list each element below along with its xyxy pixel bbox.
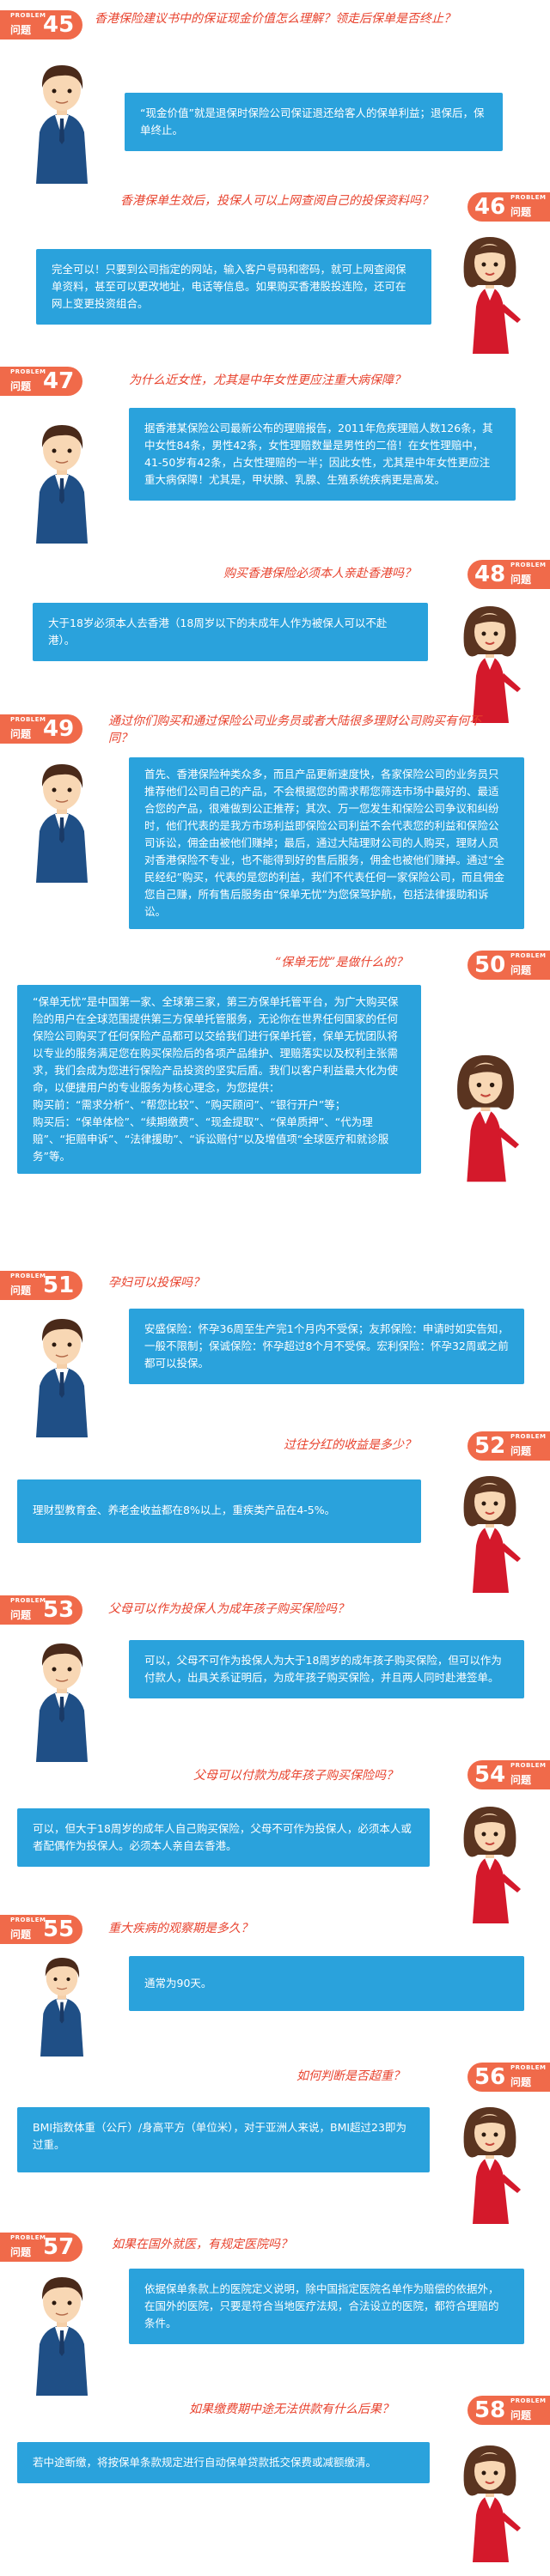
qa-section-56: 56 PROBLEM 问题 如何判断是否超重？ BMI指数体重（公斤）/身高平方… xyxy=(0,2061,550,2224)
businessman-illustration xyxy=(10,2267,113,2396)
problem-badge: 58 PROBLEM 问题 xyxy=(468,2396,550,2425)
problem-badge: PROBLEM 问题 55 xyxy=(0,1915,82,1944)
businessman-drawing xyxy=(36,764,88,883)
answer-box: 完全可以！只要到公司指定的网站，输入客户号码和密码，就可上网查阅保单资料，甚至可… xyxy=(36,249,431,325)
qa-section-49: PROBLEM 问题 49 通过你们购买和通过保险公司业务员或者大陆很多理财公司… xyxy=(0,713,550,970)
businessman-drawing xyxy=(40,1958,83,2057)
answer-box: 安盛保险：怀孕36周至生产完1个月内不受保；友邦保险：申请时如实告知，一般不限制… xyxy=(129,1309,524,1384)
qa-section-52: 52 PROBLEM 问题 过往分红的收益是多少？ 理财型教育金、养老金收益都在… xyxy=(0,1430,550,1593)
answer-box: 理财型教育金、养老金收益都在8%以上，重疾类产品在4-5%。 xyxy=(17,1479,421,1543)
question-text: 购买香港保险必须本人亲赴香港吗？ xyxy=(223,567,416,580)
businesswoman-illustration xyxy=(438,1464,541,1593)
answer-box: 若中途断缴，将按保单条款规定进行自动保单贷款抵交保费或减额缴清。 xyxy=(17,2442,430,2483)
problem-badge: 56 PROBLEM 问题 xyxy=(468,2063,550,2092)
businesswoman-drawing xyxy=(463,2445,521,2562)
businessman-illustration xyxy=(10,754,113,883)
question-text: 通过你们购买和通过保险公司业务员或者大陆很多理财公司购买有何不同？ xyxy=(108,714,481,745)
businesswoman-drawing xyxy=(463,237,521,354)
problem-badge: 52 PROBLEM 问题 xyxy=(468,1431,550,1461)
businessman-drawing xyxy=(36,1643,88,1762)
businesswoman-illustration xyxy=(438,2433,541,2562)
businessman-illustration xyxy=(10,415,113,544)
question-text: 孕妇可以投保吗？ xyxy=(108,1276,205,1290)
problem-badge: PROBLEM 问题 47 xyxy=(0,367,82,396)
qa-section-45: PROBLEM 问题 45 香港保险建议书中的保证现金价值怎么理解？领走后保单是… xyxy=(0,7,550,184)
question-text: 为什么近女性，尤其是中年女性更应注重大病保障？ xyxy=(129,374,406,387)
problem-badge: PROBLEM 问题 57 xyxy=(0,2233,82,2262)
problem-badge: 54 PROBLEM 问题 xyxy=(468,1760,550,1789)
businessman-illustration xyxy=(10,1309,113,1437)
answer-box: “现金价值”就是退保时保险公司保证退还给客人的保单利益；退保后，保单终止。 xyxy=(125,93,503,151)
answer-box: 通常为90天。 xyxy=(129,1956,524,2011)
businessman-drawing xyxy=(36,65,88,184)
businesswoman-drawing xyxy=(463,2107,521,2224)
question-text: 如果缴费期中途无法供款有什么后果？ xyxy=(189,2403,394,2416)
qa-section-53: PROBLEM 问题 53 父母可以作为投保人为成年孩子购买保险吗？ 可以，父母… xyxy=(0,1595,550,1762)
problem-badge: 46 PROBLEM 问题 xyxy=(468,192,550,222)
question-text: 香港保险建议书中的保证现金价值怎么理解？领走后保单是否终止？ xyxy=(95,12,455,26)
answer-box: 据香港某保险公司最新公布的理赔报告，2011年危疾理赔人数126条，其中女性84… xyxy=(129,408,516,501)
answer-box: BMI指数体重（公斤）/身高平方（单位米），对于亚洲人来说，BMI超过23即为过… xyxy=(17,2107,430,2172)
question-text: 如果在国外就医，有规定医院吗？ xyxy=(112,2238,292,2251)
businesswoman-illustration xyxy=(438,594,541,723)
answer-box: 可以，但大于18周岁的成年人自己购买保险，父母不可作为投保人，必须本人或者配偶作… xyxy=(17,1808,430,1867)
qa-section-58: 58 PROBLEM 问题 如果缴费期中途无法供款有什么后果？ 若中途断缴，将按… xyxy=(0,2396,550,2567)
businesswoman-drawing xyxy=(457,1054,519,1182)
qa-section-48: 48 PROBLEM 问题 购买香港保险必须本人亲赴香港吗？ 大于18岁必须本人… xyxy=(0,560,550,723)
businessman-illustration xyxy=(10,1633,113,1762)
businesswoman-illustration xyxy=(430,1035,541,1189)
question-text: 父母可以付款为成年孩子购买保险吗？ xyxy=(193,1769,398,1783)
problem-badge: 48 PROBLEM 问题 xyxy=(468,560,550,589)
qa-section-51: PROBLEM 问题 51 孕妇可以投保吗？ 安盛保险：怀孕36周至生产完1个月… xyxy=(0,1271,550,1437)
businesswoman-illustration xyxy=(438,1795,541,1923)
question-text: 如何判断是否超重？ xyxy=(296,2069,405,2083)
qa-section-47: PROBLEM 问题 47 为什么近女性，尤其是中年女性更应注重大病保障？ 据香… xyxy=(0,365,550,550)
answer-box: 大于18岁必须本人去香港（18周岁以下的未成年人作为被保人可以不赴港）。 xyxy=(33,603,428,661)
businesswoman-drawing xyxy=(463,1476,521,1593)
question-text: 父母可以作为投保人为成年孩子购买保险吗？ xyxy=(108,1602,349,1616)
question-text: “保单无忧”是做什么的？ xyxy=(275,956,408,969)
problem-badge: PROBLEM 问题 49 xyxy=(0,714,82,744)
businesswoman-drawing xyxy=(463,1807,521,1923)
problem-badge: PROBLEM 问题 45 xyxy=(0,10,82,39)
qa-section-50: 50 PROBLEM 问题 “保单无忧”是做什么的？ “保单无忧”是中国第一家、… xyxy=(0,949,550,1288)
question-text: 香港保单生效后，投保人可以上网查阅自己的投保资料吗？ xyxy=(120,194,433,208)
qa-section-46: 46 PROBLEM 问题 香港保单生效后，投保人可以上网查阅自己的投保资料吗？… xyxy=(0,189,550,354)
problem-badge: PROBLEM 问题 53 xyxy=(0,1595,82,1625)
businessman-drawing xyxy=(36,2277,88,2396)
answer-box: 依据保单条款上的医院定义说明，除中国指定医院名单作为赔偿的依据外，在国外的医院，… xyxy=(129,2269,524,2344)
businessman-illustration xyxy=(10,55,113,184)
question-text: 过往分红的收益是多少？ xyxy=(284,1438,416,1452)
qa-section-57: PROBLEM 问题 57 如果在国外就医，有规定医院吗？ 依据保单条款上的医院… xyxy=(0,2233,550,2396)
businesswoman-illustration xyxy=(438,225,541,354)
businesswoman-illustration xyxy=(438,2095,541,2224)
answer-box: “保单无忧”是中国第一家、全球第三家，第三方保单托管平台，为广大购买保险的用户在… xyxy=(17,985,421,1174)
businesswoman-drawing xyxy=(463,606,521,723)
businessman-drawing xyxy=(36,425,88,544)
answer-box: 可以，父母不可作为投保人为大于18周岁的成年孩子购买保险，但可以作为付款人，出具… xyxy=(129,1640,524,1698)
businessman-drawing xyxy=(36,1319,88,1437)
answer-box: 首先、香港保险种类众多，而且产品更新速度快，各家保险公司的业务员只推荐他们公司自… xyxy=(129,757,524,929)
businessman-illustration xyxy=(10,1949,113,2057)
question-text: 重大疾病的观察期是多久？ xyxy=(108,1922,253,1935)
qa-section-55: PROBLEM 问题 55 重大疾病的观察期是多久？ 通常为90天。 xyxy=(0,1915,550,2057)
qa-section-54: 54 PROBLEM 问题 父母可以付款为成年孩子购买保险吗？ 可以，但大于18… xyxy=(0,1760,550,1923)
problem-badge: 50 PROBLEM 问题 xyxy=(468,951,550,980)
problem-badge: PROBLEM 问题 51 xyxy=(0,1271,82,1300)
